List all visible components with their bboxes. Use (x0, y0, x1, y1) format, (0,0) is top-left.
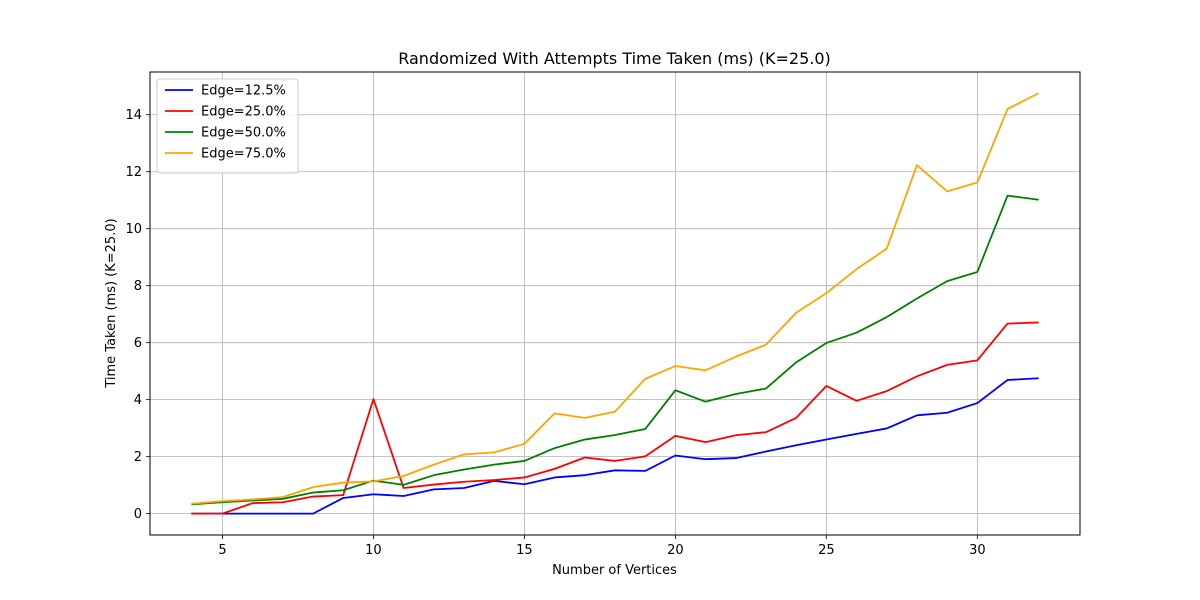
y-tick-label: 4 (134, 393, 142, 408)
series-line-1 (191, 377, 1039, 515)
x-axis-label: Number of Vertices (552, 563, 677, 578)
axis-ticks: 5 10 15 20 25 30 0 2 4 6 8 10 12 14 (125, 108, 985, 558)
y-tick-label: 12 (125, 165, 142, 180)
legend-label: Edge=75.0% (201, 147, 286, 162)
y-axis-label: Time Taken (ms) (K=25.0) (104, 218, 119, 388)
x-tick-label: 25 (818, 543, 835, 558)
x-tick-label: 30 (969, 543, 986, 558)
legend-label: Edge=50.0% (201, 126, 286, 141)
y-tick-label: 6 (134, 336, 142, 351)
series-line-2 (191, 321, 1039, 515)
legend-label: Edge=12.5% (201, 84, 286, 99)
y-tick-label: 10 (125, 222, 142, 237)
legend-label: Edge=25.0% (201, 105, 286, 120)
legend-box (156, 78, 299, 174)
series-line-3 (191, 194, 1039, 506)
y-tick-label: 8 (134, 279, 142, 294)
plot-frame (149, 71, 1081, 536)
x-tick-label: 10 (365, 543, 382, 558)
legend: Edge=12.5% Edge=25.0% Edge=50.0% Edge=75.0% (156, 78, 299, 174)
y-tick-label: 14 (125, 108, 142, 123)
x-tick-label: 20 (667, 543, 684, 558)
x-tick-label: 15 (516, 543, 533, 558)
series-line-4 (191, 92, 1039, 505)
y-tick-label: 2 (134, 450, 142, 465)
chart-title: Randomized With Attempts Time Taken (ms)… (398, 49, 831, 68)
series-lines (191, 92, 1039, 515)
x-tick-label: 5 (218, 543, 226, 558)
y-tick-label: 0 (134, 507, 142, 522)
